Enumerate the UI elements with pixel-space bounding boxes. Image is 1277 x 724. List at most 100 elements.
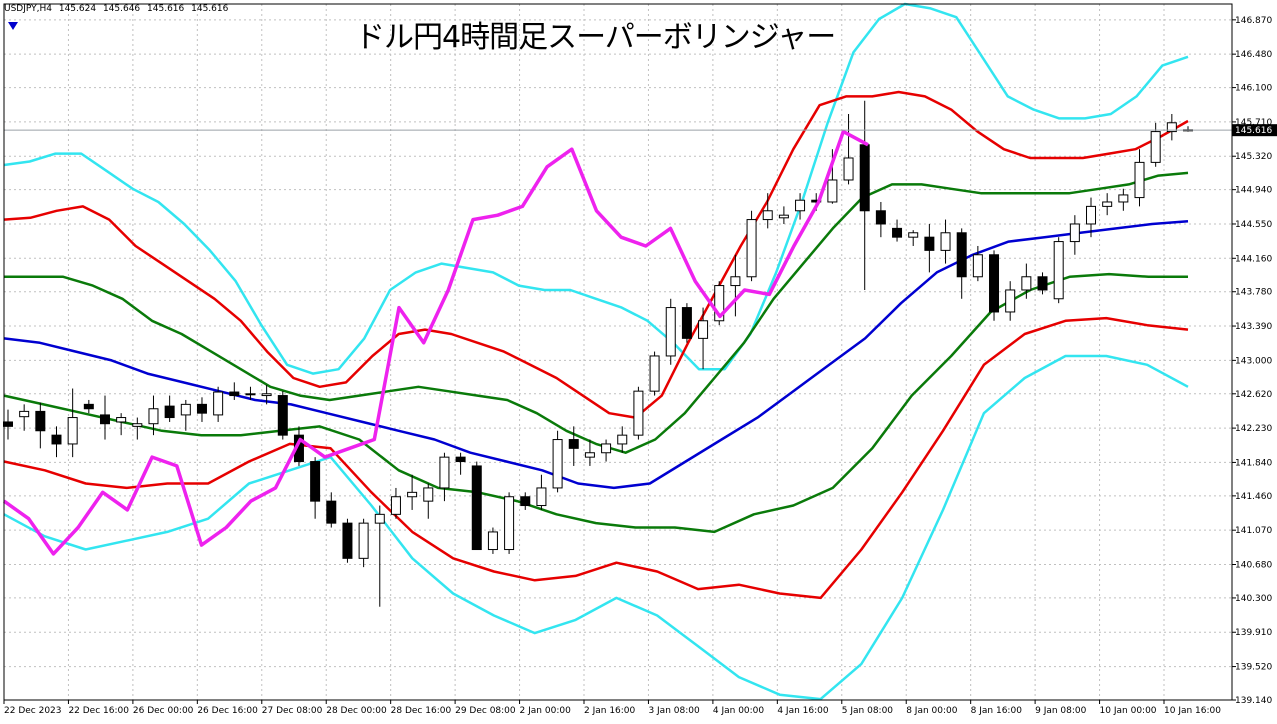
x-tick-label: 9 Jan 08:00 (1035, 706, 1087, 716)
candle-down (326, 500, 337, 524)
low-value: 145.616 (147, 4, 185, 14)
candle-up (1021, 276, 1032, 291)
x-tick-label: 27 Dec 08:00 (262, 706, 323, 716)
candle-up (132, 423, 143, 427)
axes: 146.870 146.480 146.100 145.710 145.320 144.9… (3, 3, 1272, 716)
x-tick-label: 26 Dec 16:00 (197, 706, 258, 716)
candle-up (1150, 131, 1161, 163)
y-tick-label: 145.320 (1235, 152, 1272, 162)
candle-up (245, 393, 256, 396)
candle-down (196, 403, 207, 414)
series-line-upper2 (3, 90, 1189, 419)
symbol-label: USDJPY,H4 (4, 4, 52, 14)
candle-up (843, 157, 854, 181)
candle-up (148, 408, 159, 425)
candle-up (940, 232, 951, 251)
x-tick-label: 22 Dec 16:00 (68, 706, 129, 716)
candle-down (51, 434, 62, 445)
candle-down (471, 465, 482, 551)
current-price-tag (1232, 124, 1277, 137)
y-tick-label: 140.300 (1235, 594, 1272, 604)
x-tick-label: 4 Jan 00:00 (713, 706, 765, 716)
x-tick-label: 28 Dec 00:00 (326, 706, 387, 716)
candle-up (536, 487, 547, 507)
y-tick-label: 144.550 (1235, 220, 1272, 230)
series-line-lower2 (3, 316, 1189, 600)
y-tick-label: 144.940 (1235, 186, 1272, 196)
candle-up (261, 393, 272, 397)
candle-up (1166, 122, 1177, 133)
series-line-lower3 (3, 354, 1189, 701)
candle-up (1005, 289, 1016, 313)
candle-up (67, 417, 78, 445)
series-line-upper3 (3, 2, 1189, 375)
x-tick-label: 8 Jan 00:00 (906, 706, 958, 716)
bollinger-bands (3, 2, 1189, 701)
candle-up (423, 487, 434, 502)
candle-down (342, 522, 353, 559)
open-value: 145.624 (58, 4, 97, 14)
candlesticks (3, 100, 1193, 607)
candle-down (3, 421, 13, 427)
candle-down (83, 403, 94, 410)
candle-up (827, 179, 838, 203)
candle-down (310, 461, 321, 502)
candle-up (584, 452, 595, 458)
x-tick-label: 26 Dec 00:00 (133, 706, 194, 716)
candle-down (875, 210, 886, 225)
chart-title: ドル円4時間足スーパーボリンジャー (355, 20, 836, 55)
y-tick-label: 140.680 (1235, 560, 1272, 570)
y-tick-label: 141.460 (1235, 492, 1272, 502)
candle-up (665, 307, 676, 357)
candle-up (617, 434, 628, 445)
candle-down (35, 410, 46, 432)
candle-up (180, 403, 191, 416)
candle-down (989, 254, 1000, 313)
x-tick-label: 4 Jan 16:00 (777, 706, 829, 716)
y-tick-label: 141.070 (1235, 526, 1272, 536)
candle-up (649, 355, 660, 392)
y-tick-label: 145.710 (1235, 118, 1272, 128)
candle-up (552, 439, 563, 489)
candle-up (762, 210, 773, 221)
candle-up (213, 391, 224, 416)
x-tick-label: 22 Dec 2023 (4, 706, 62, 716)
y-tick-label: 143.000 (1235, 356, 1272, 366)
candle-down (277, 395, 288, 436)
candle-down (892, 227, 903, 238)
candle-up (778, 214, 789, 219)
series-line-upper1 (4, 171, 1189, 454)
candle-up (714, 285, 725, 322)
candle-up (698, 320, 709, 339)
high-value: 145.646 (102, 4, 141, 14)
candle-up (390, 496, 401, 515)
x-tick-label: 10 Jan 16:00 (1164, 706, 1221, 716)
candle-up (407, 491, 418, 498)
candle-up (504, 496, 515, 551)
x-tick-label: 29 Dec 08:00 (455, 706, 516, 716)
candle-down (520, 496, 531, 507)
y-tick-label: 142.620 (1235, 390, 1272, 400)
x-tick-label: 2 Jan 16:00 (584, 706, 636, 716)
candle-up (1134, 161, 1145, 199)
x-tick-label: 8 Jan 16:00 (971, 706, 1023, 716)
candle-down (681, 307, 692, 339)
y-tick-label: 146.480 (1235, 50, 1272, 60)
x-tick-label: 28 Dec 16:00 (391, 706, 452, 716)
candle-up (374, 513, 385, 524)
candle-up (730, 276, 741, 287)
candle-up (116, 417, 127, 423)
candle-up (439, 456, 450, 489)
y-tick-label: 143.390 (1235, 322, 1272, 332)
x-tick-label: 3 Jan 08:00 (648, 706, 700, 716)
candle-up (601, 443, 612, 454)
candle-up (1069, 223, 1080, 243)
candle-down (859, 144, 870, 212)
candle-up (19, 410, 30, 418)
candle-down (164, 405, 175, 419)
x-tick-label: 5 Jan 08:00 (842, 706, 894, 716)
candle-up (1086, 205, 1097, 225)
candle-up (1102, 201, 1113, 207)
